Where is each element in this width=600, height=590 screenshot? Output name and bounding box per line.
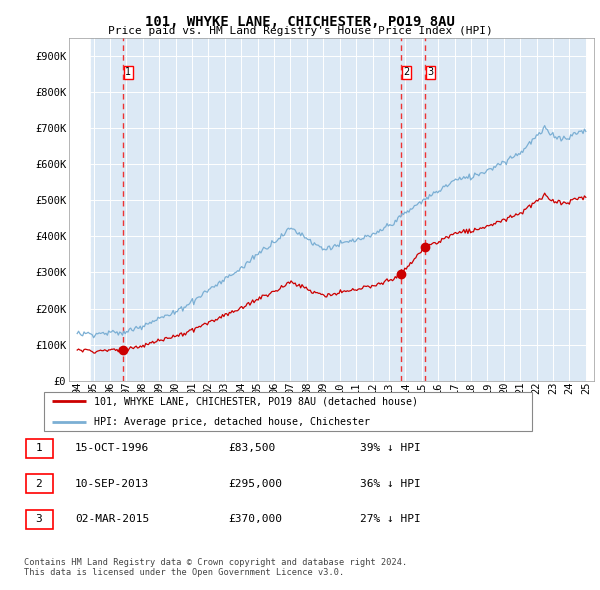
Text: 101, WHYKE LANE, CHICHESTER, PO19 8AU (detached house): 101, WHYKE LANE, CHICHESTER, PO19 8AU (d…	[94, 396, 418, 407]
Text: Contains HM Land Registry data © Crown copyright and database right 2024.
This d: Contains HM Land Registry data © Crown c…	[24, 558, 407, 577]
Text: £83,500: £83,500	[228, 444, 275, 453]
Bar	[69, 38, 89, 381]
Text: 39% ↓ HPI: 39% ↓ HPI	[360, 444, 421, 453]
Text: £370,000: £370,000	[228, 514, 282, 524]
FancyBboxPatch shape	[25, 439, 53, 458]
Text: 15-OCT-1996: 15-OCT-1996	[75, 444, 149, 453]
Bar	[586, 38, 594, 381]
Text: Price paid vs. HM Land Registry's House Price Index (HPI): Price paid vs. HM Land Registry's House …	[107, 26, 493, 36]
Text: 1: 1	[35, 444, 43, 453]
Text: 10-SEP-2013: 10-SEP-2013	[75, 479, 149, 489]
Text: 1: 1	[125, 67, 131, 77]
Text: 02-MAR-2015: 02-MAR-2015	[75, 514, 149, 524]
Text: 3: 3	[427, 67, 433, 77]
FancyBboxPatch shape	[25, 510, 53, 529]
Text: £295,000: £295,000	[228, 479, 282, 489]
Text: 3: 3	[35, 514, 43, 524]
Text: HPI: Average price, detached house, Chichester: HPI: Average price, detached house, Chic…	[94, 417, 370, 427]
FancyBboxPatch shape	[25, 474, 53, 493]
FancyBboxPatch shape	[44, 392, 532, 431]
Text: 27% ↓ HPI: 27% ↓ HPI	[360, 514, 421, 524]
Text: 2: 2	[35, 479, 43, 489]
Text: 2: 2	[403, 67, 409, 77]
Text: 36% ↓ HPI: 36% ↓ HPI	[360, 479, 421, 489]
Text: 101, WHYKE LANE, CHICHESTER, PO19 8AU: 101, WHYKE LANE, CHICHESTER, PO19 8AU	[145, 15, 455, 29]
